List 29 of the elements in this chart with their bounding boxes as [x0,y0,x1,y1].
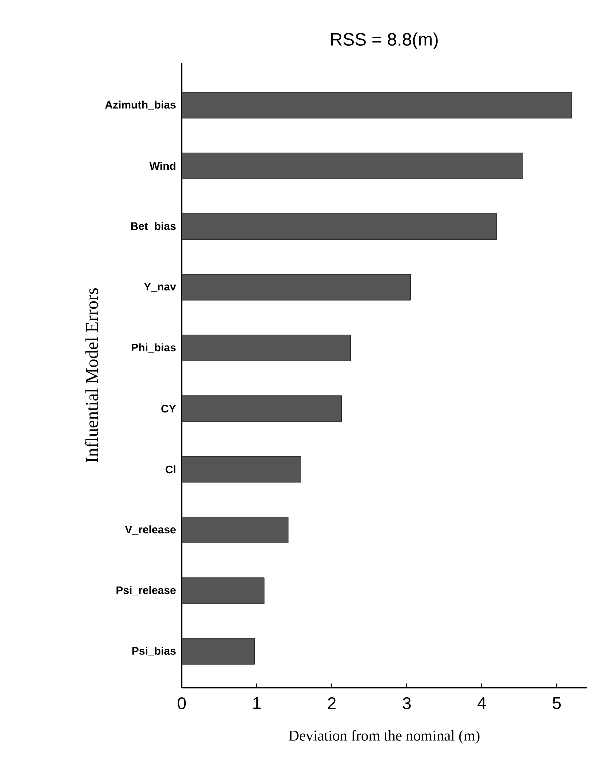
bar [182,578,265,604]
bar [182,274,411,301]
bar [182,396,342,422]
x-tick-label: 0 [178,698,186,710]
y-tick-label: Cl [166,466,176,474]
x-tick-label: 1 [254,698,261,710]
x-axis-title: Deviation from the nominal (m) [289,730,480,744]
bar [182,214,498,240]
bar [182,456,302,483]
x-tick-label: 2 [328,698,336,710]
bar [182,152,524,180]
bar [182,335,351,362]
bar [182,92,572,119]
y-tick-label: Wind [150,162,176,170]
y-tick-label: V_release [125,526,176,535]
y-tick-label: Y_nav [144,283,176,292]
bar [182,638,255,665]
y-axis-title: Influential Model Errors [85,288,98,463]
x-tick-label: 4 [478,698,486,710]
y-tick-label: Psi_bias [132,646,176,656]
y-tick-label: Psi_release [116,586,176,596]
y-tick-label: Azimuth_bias [105,100,176,110]
y-tick-label: Phi_bias [132,344,176,353]
chart-title: RSS = 8.8(m) [331,32,438,50]
y-tick-label: Bet_bias [131,222,176,232]
x-tick-label: 5 [552,698,561,710]
bar [182,517,289,544]
y-tick-label: CY [162,405,176,413]
x-tick-label: 3 [402,698,411,710]
